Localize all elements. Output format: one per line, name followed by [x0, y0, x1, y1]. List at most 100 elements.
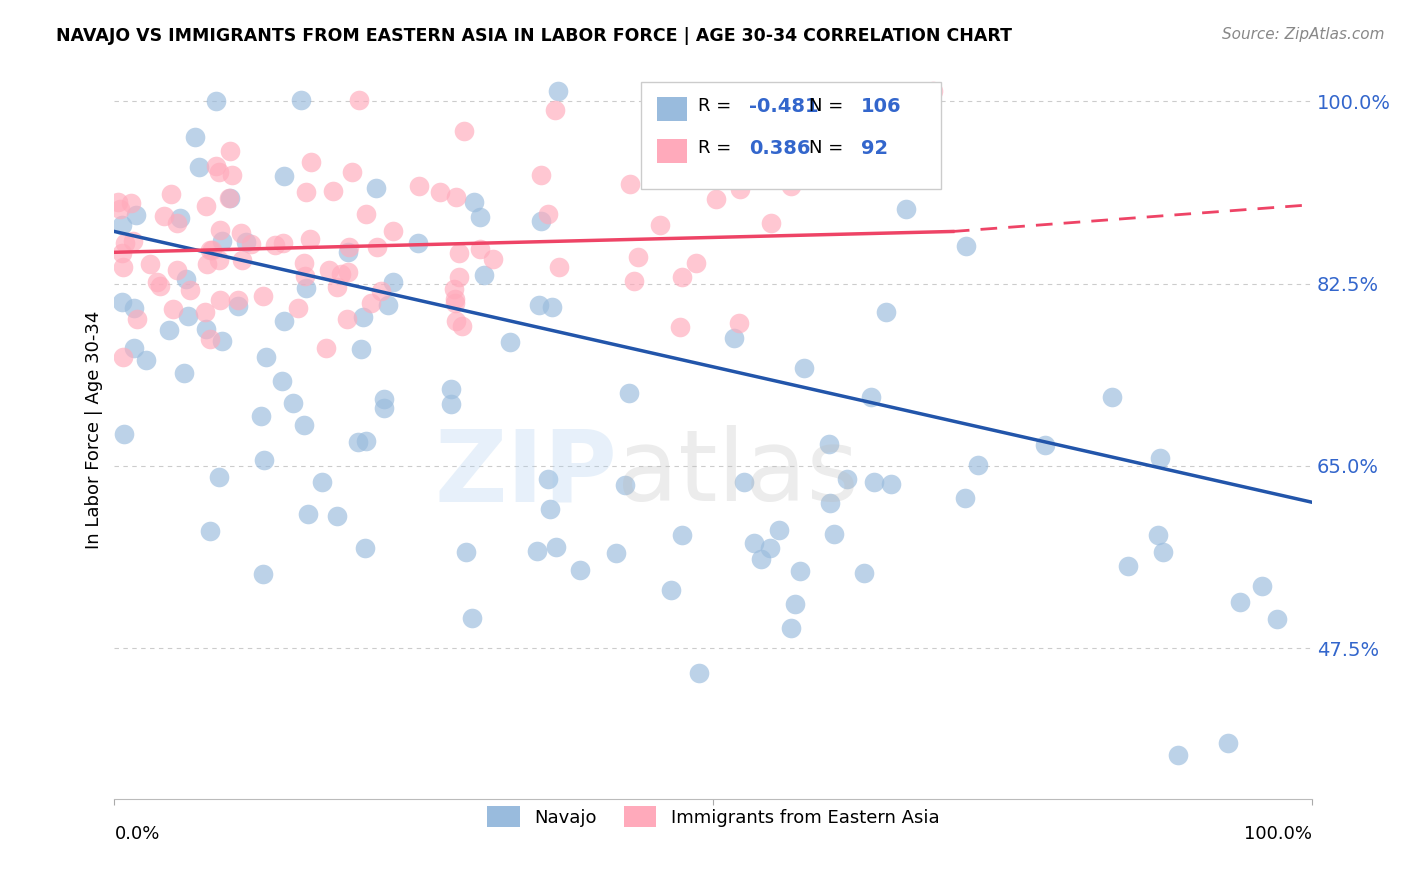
Point: [1267, 612, 1289, 626]
Point: [723, 331, 745, 345]
Point: [546, 540, 568, 554]
Point: [526, 544, 548, 558]
Point: [370, 284, 392, 298]
Point: [195, 257, 218, 271]
Point: [1166, 748, 1188, 763]
Point: [759, 216, 782, 230]
Point: [354, 206, 377, 220]
Point: [1116, 558, 1139, 573]
Point: [440, 382, 463, 396]
Point: [668, 320, 690, 334]
Point: [187, 160, 209, 174]
Point: [360, 296, 382, 310]
Point: [347, 94, 370, 108]
Point: [793, 361, 815, 376]
Point: [326, 279, 349, 293]
Point: [250, 409, 273, 424]
Point: [318, 263, 340, 277]
Point: [219, 144, 242, 158]
Point: [194, 199, 217, 213]
Point: [152, 209, 174, 223]
Point: [1033, 438, 1056, 452]
Point: [852, 566, 875, 581]
Point: [468, 242, 491, 256]
Text: Source: ZipAtlas.com: Source: ZipAtlas.com: [1222, 27, 1385, 42]
Point: [149, 278, 172, 293]
Point: [295, 281, 318, 295]
Text: 100.0%: 100.0%: [1244, 825, 1312, 843]
Point: [373, 401, 395, 416]
Point: [252, 453, 274, 467]
Point: [537, 472, 560, 486]
Point: [340, 165, 363, 179]
Point: [198, 524, 221, 539]
Point: [429, 185, 451, 199]
Point: [292, 417, 315, 432]
Point: [818, 496, 841, 510]
Point: [292, 256, 315, 270]
Text: N =: N =: [808, 139, 849, 157]
Point: [619, 386, 641, 401]
Point: [443, 296, 465, 310]
Point: [613, 478, 636, 492]
Point: [619, 178, 641, 192]
Point: [122, 341, 145, 355]
Point: [536, 207, 558, 221]
Point: [114, 235, 136, 250]
Point: [298, 232, 321, 246]
Point: [166, 262, 188, 277]
Point: [1147, 528, 1170, 542]
Point: [336, 311, 359, 326]
Point: [281, 396, 304, 410]
Point: [627, 250, 650, 264]
Point: [205, 95, 228, 109]
Point: [381, 275, 404, 289]
Text: atlas: atlas: [617, 425, 859, 522]
Point: [256, 350, 278, 364]
Point: [953, 491, 976, 505]
Point: [449, 270, 471, 285]
Point: [444, 314, 467, 328]
Point: [460, 611, 482, 625]
Point: [780, 621, 803, 635]
Point: [922, 84, 945, 98]
Text: ZIP: ZIP: [434, 425, 617, 522]
Point: [823, 527, 845, 541]
Point: [211, 234, 233, 248]
Point: [273, 169, 295, 183]
Point: [408, 179, 430, 194]
Legend: Navajo, Immigrants from Eastern Asia: Navajo, Immigrants from Eastern Asia: [479, 799, 946, 835]
Point: [201, 243, 224, 257]
Y-axis label: In Labor Force | Age 30-34: In Labor Force | Age 30-34: [86, 310, 103, 549]
Point: [295, 185, 318, 199]
Point: [322, 184, 344, 198]
Point: [297, 507, 319, 521]
Point: [373, 392, 395, 407]
Text: N =: N =: [808, 97, 849, 115]
Point: [112, 260, 135, 275]
Point: [835, 472, 858, 486]
Bar: [657, 97, 688, 121]
Point: [447, 246, 470, 260]
Point: [290, 93, 312, 107]
Point: [453, 124, 475, 138]
Point: [135, 353, 157, 368]
Point: [623, 274, 645, 288]
Point: [194, 305, 217, 319]
Point: [160, 186, 183, 201]
Point: [124, 208, 146, 222]
Point: [169, 211, 191, 226]
Point: [111, 219, 134, 233]
Point: [1149, 450, 1171, 465]
Point: [527, 298, 550, 312]
Point: [688, 665, 710, 680]
Point: [139, 257, 162, 271]
Point: [451, 319, 474, 334]
Point: [208, 293, 231, 307]
Point: [240, 236, 263, 251]
Text: R =: R =: [697, 139, 737, 157]
Point: [174, 272, 197, 286]
Point: [184, 129, 207, 144]
Point: [356, 434, 378, 449]
Text: 106: 106: [860, 96, 901, 116]
